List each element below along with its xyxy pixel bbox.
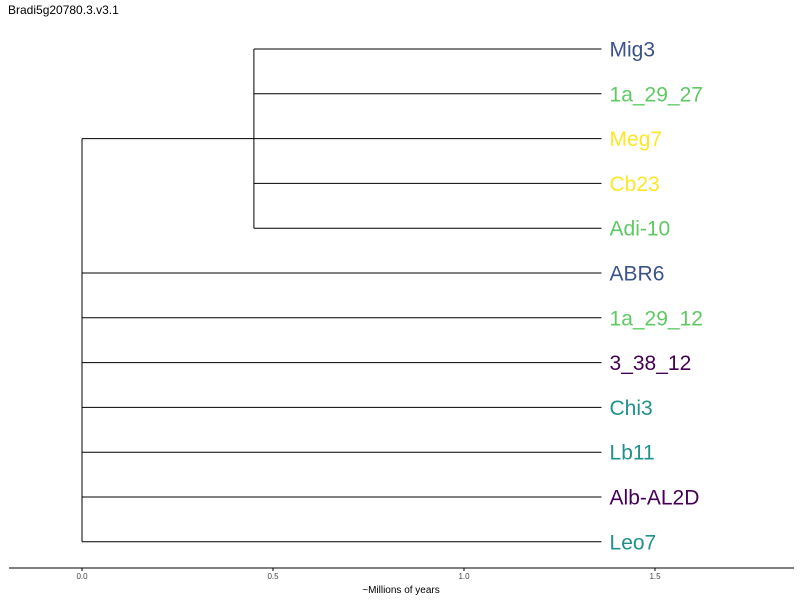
x-tick-label: 1.5 xyxy=(649,572,661,581)
leaf-label: Chi3 xyxy=(610,397,653,420)
x-tick-label: 1.0 xyxy=(458,572,470,581)
leaf-label: 1a_29_12 xyxy=(610,307,703,330)
leaf-labels: Mig3 1a_29_27 Meg7 Cb23 Adi-10 ABR6 1a_29_12 3_… xyxy=(610,39,703,555)
leaf-label: Lb11 xyxy=(610,442,655,465)
chart-title: Bradi5g20780.3.v3.1 xyxy=(8,3,119,17)
x-axis-label: ~Millions of years xyxy=(362,585,440,596)
x-axis-ticks: 0.0 0.5 1.0 1.5 xyxy=(76,568,661,581)
leaf-label: Adi-10 xyxy=(610,218,671,241)
leaf-label: Meg7 xyxy=(610,128,663,151)
leaf-label: Leo7 xyxy=(610,531,657,554)
leaf-label: Alb-AL2D xyxy=(610,487,700,510)
tree-branches xyxy=(81,48,602,543)
x-tick-label: 0.0 xyxy=(76,572,88,581)
leaf-label: 3_38_12 xyxy=(610,352,692,375)
leaf-label: Cb23 xyxy=(610,173,660,196)
leaf-label: 1a_29_27 xyxy=(610,83,703,106)
leaf-label: ABR6 xyxy=(610,263,665,286)
x-tick-label: 0.5 xyxy=(267,572,279,581)
leaf-label: Mig3 xyxy=(610,39,656,62)
